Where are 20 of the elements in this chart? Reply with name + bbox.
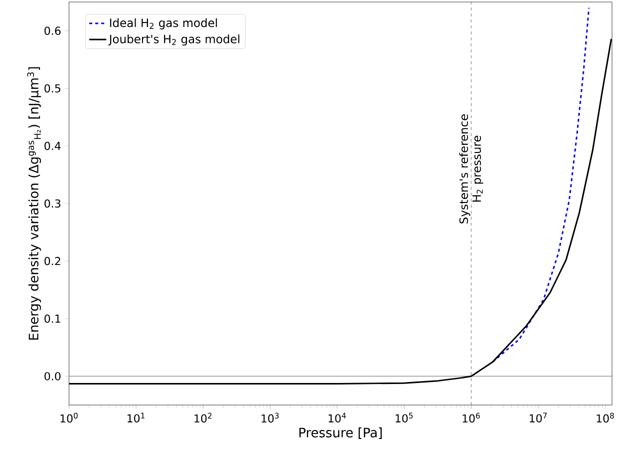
y-tick-label: 0.5: [44, 84, 60, 92]
x-tick-label: 10$^{1}$: [128, 412, 144, 422]
x-tick-label: 10$^{5}$: [396, 412, 413, 422]
x-tick-label: 10$^{8}$: [596, 412, 614, 423]
legend-label: Ideal H$_{2}$ gas model: [110, 18, 217, 30]
x-axis-title: Pressure [Pa]: [299, 427, 382, 439]
x-tick-label: 10$^{0}$: [60, 412, 78, 423]
y-tick-label: 0.1: [44, 314, 60, 323]
y-tick-label: 0.0: [44, 372, 60, 380]
y-tick-label: 0.2: [44, 256, 60, 266]
x-tick-label: 10$^{4}$: [328, 412, 346, 422]
x-tick-label: 10$^{2}$: [194, 412, 212, 423]
y-tick-label: 0.4: [44, 142, 61, 150]
y-axis-title: Energy density variation (Δg$^{gas}$$_{H₂}$) [nJ/µm$^{3}$]: [27, 67, 41, 340]
x-tick-label: 10$^{6}$: [462, 412, 480, 423]
x-tick-label: 10$^{3}$: [262, 412, 279, 423]
y-tick-label: 0.3: [44, 199, 60, 208]
legend-label: Joubert's H$_{2}$ gas model: [108, 34, 240, 46]
x-tick-label: 10$^{7}$: [530, 412, 547, 422]
y-tick-label: 0.6: [44, 26, 61, 35]
